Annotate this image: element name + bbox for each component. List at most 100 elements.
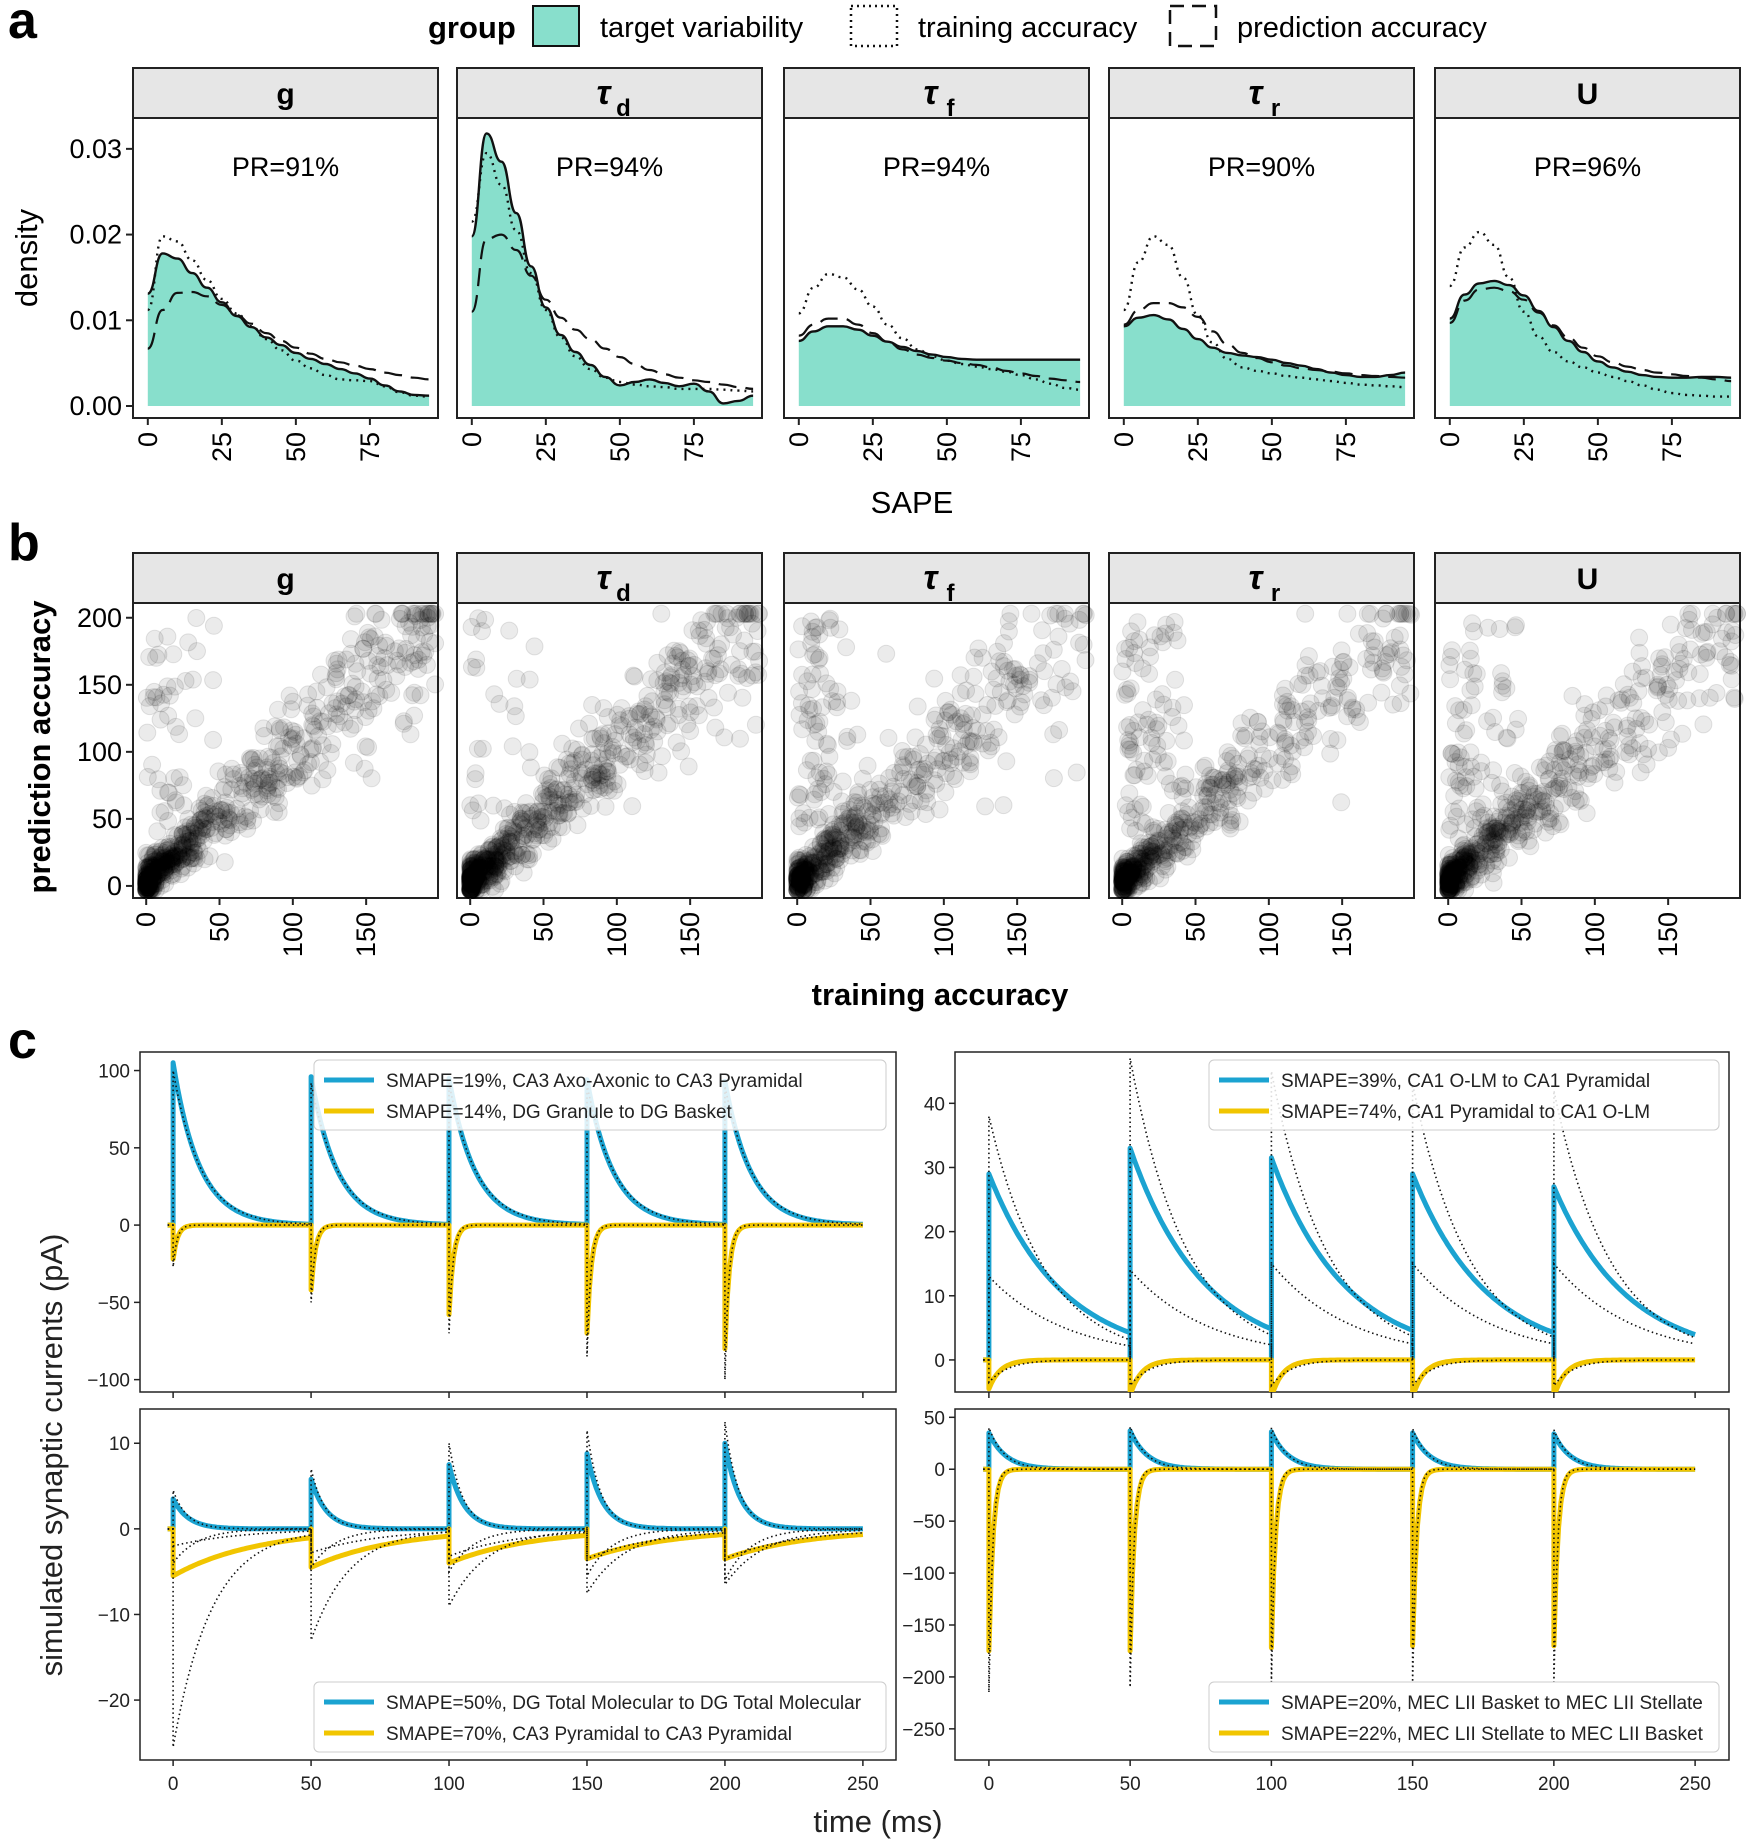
b-point [327,654,346,673]
b-point [244,772,263,791]
b-point [165,826,184,845]
b-point [138,768,157,786]
b-point [206,805,225,824]
b-point [241,801,260,820]
legend-label-training: training accuracy [918,12,1138,44]
b-xtick-label: 50 [1181,912,1211,942]
a-xtick-label: 50 [932,432,962,462]
b-point [269,780,288,798]
b-point [163,849,182,868]
b-point [1184,812,1203,831]
b-point [489,854,508,872]
b-point [326,699,345,718]
b-xtick-label: 0 [782,912,812,927]
b-point [148,874,167,893]
b-point [148,866,167,884]
b-point [195,808,214,827]
b-point [512,815,531,834]
a-xtick-label: 75 [1006,432,1036,462]
b-point [1035,662,1054,681]
c-ytick-label: 0 [119,1520,130,1541]
b-point [197,806,216,825]
b-point [141,880,160,899]
b-point [138,854,157,872]
b-point [1493,672,1512,691]
b-point [165,769,184,788]
b-point [394,712,413,731]
b-point [139,881,157,899]
b-point [294,763,313,782]
b-point [140,869,159,888]
b-point [178,848,196,866]
b-point [139,872,157,891]
b-point [403,686,422,705]
b-point [935,751,954,770]
b-point [1034,696,1053,715]
b-point [162,854,181,872]
b-point [341,630,360,649]
b-point [139,858,158,877]
b-point [1620,745,1639,764]
b-point [1390,676,1409,695]
b-point [500,621,519,640]
b-point [162,855,180,874]
b-point [238,808,257,827]
b-point [1136,814,1155,833]
b-point [230,776,249,795]
b-point [138,875,157,894]
b-point [1450,776,1469,795]
b-point [1725,689,1744,708]
b-point [137,870,156,889]
b-point [181,849,200,868]
b-point [270,763,289,782]
b-point [1283,765,1302,784]
b-point [138,723,157,742]
b-point [791,858,810,877]
b-point [951,684,970,703]
b-point [184,854,203,873]
b-point [173,839,192,858]
c-ytick-label: −100 [902,1564,945,1585]
b-point [138,869,157,888]
c-xtick-label: 50 [300,1774,321,1795]
b-point [1460,641,1479,660]
b-point [976,797,995,816]
b-point [215,853,234,872]
b-point [219,808,238,827]
b-point [163,866,182,885]
b-point [137,871,156,889]
b-point [175,839,194,858]
b-point [1121,740,1140,759]
b-point [1630,628,1649,647]
b-point [1116,639,1135,658]
b-point [1163,781,1182,800]
b-point [197,797,216,816]
a-g-strip-label: g [276,78,294,111]
b-point [356,633,374,652]
b-point [692,611,711,630]
b-point [1707,684,1726,702]
b-point [204,796,223,815]
b-point [175,833,194,851]
b-point [139,872,157,890]
b-point [387,651,406,670]
b-point [307,682,326,701]
b-point [258,758,277,777]
b-point [269,771,288,789]
b-point [137,871,156,890]
b-point [204,671,223,690]
b-point [165,843,184,862]
b-point [154,849,173,868]
b-point [143,850,162,869]
b-point [270,759,289,778]
b-point [405,683,424,702]
c-xtick-label: 150 [571,1774,603,1795]
b-point [295,761,314,780]
b-point [221,816,240,835]
b-point [1129,875,1148,894]
b-xtick-label: 0 [1107,912,1137,927]
b-point [483,837,502,856]
b-point [193,819,212,838]
b-point [1158,752,1177,771]
